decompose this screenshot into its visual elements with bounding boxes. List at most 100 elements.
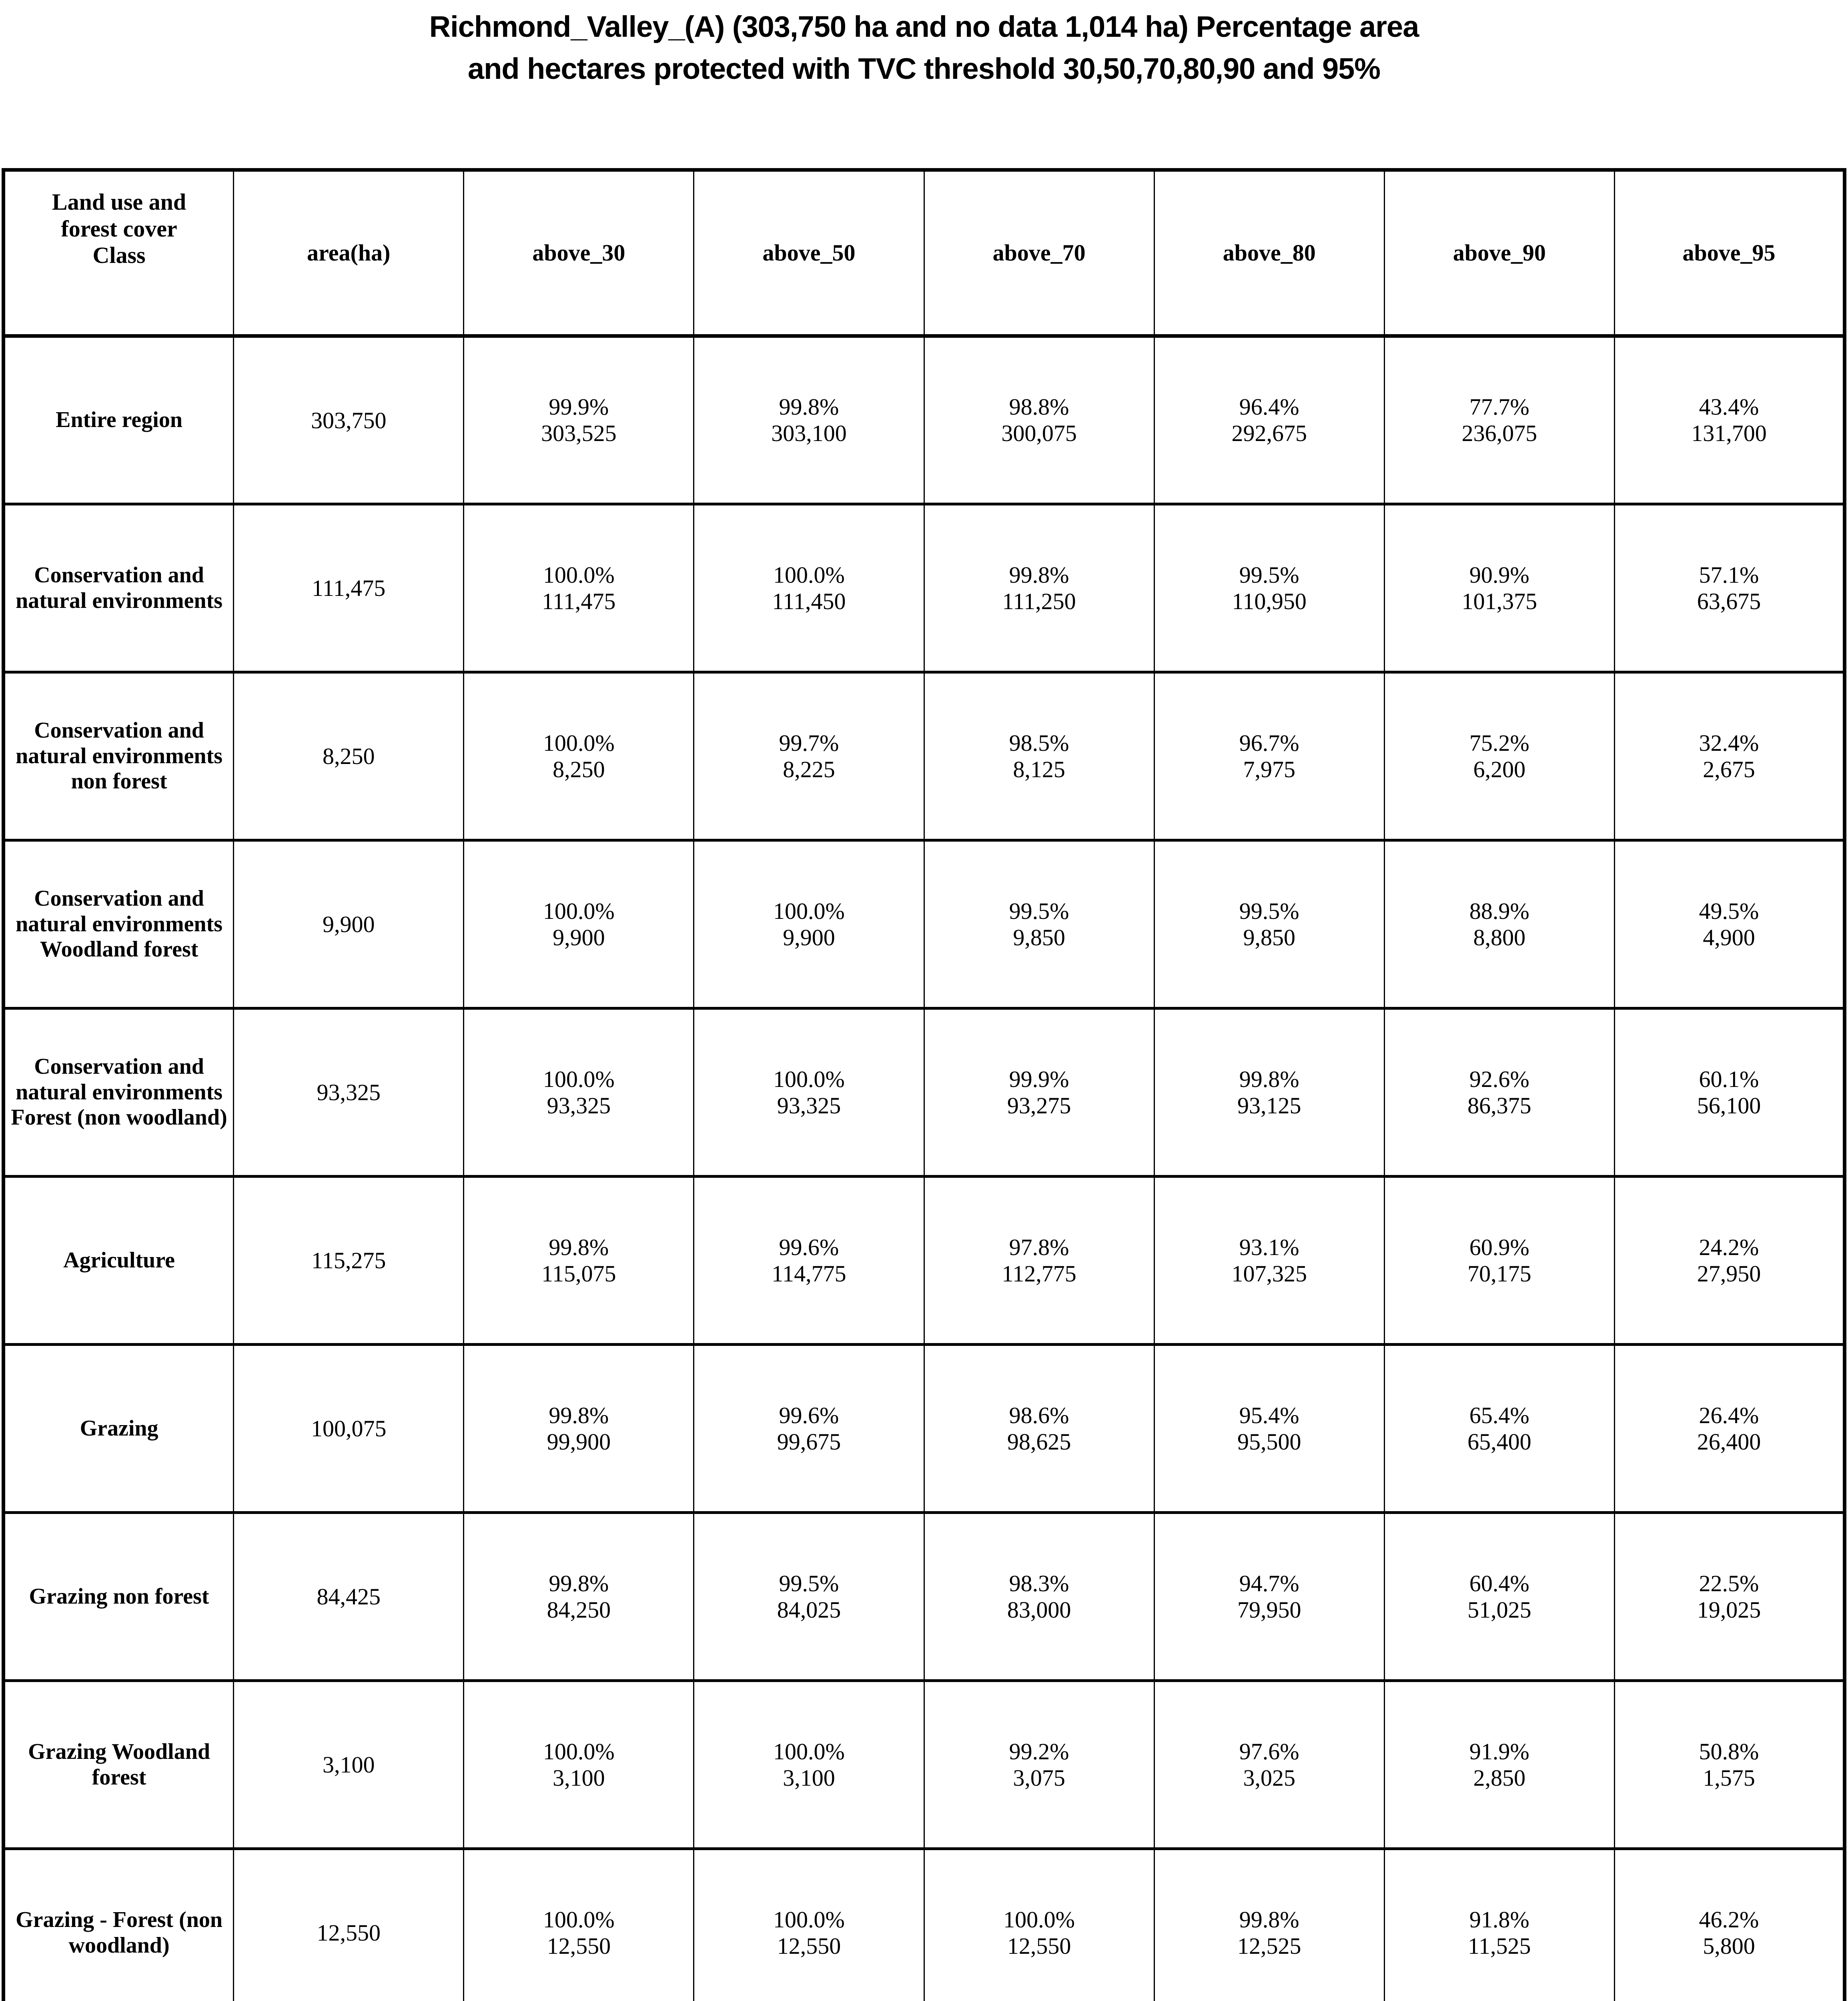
- hectares-value: 292,675: [1231, 420, 1307, 446]
- hectares-value: 2,675: [1703, 756, 1755, 782]
- percent-value: 99.8%: [1239, 1066, 1299, 1092]
- percent-value: 24.2%: [1699, 1234, 1759, 1260]
- cell-area-ha: 115,275: [233, 1175, 465, 1346]
- hectares-value: 93,325: [777, 1092, 841, 1119]
- cell-above-70: 99.5% 9,850: [923, 839, 1155, 1010]
- header-row: Land use and forest cover Class area(ha)…: [2, 168, 1846, 338]
- cell-above-90: 91.9% 2,850: [1383, 1679, 1615, 1850]
- percent-value: 100.0%: [543, 1066, 615, 1092]
- hectares-value: 70,175: [1467, 1260, 1531, 1287]
- cell-above-80: 95.4% 95,500: [1153, 1343, 1385, 1514]
- hectares-value: 236,075: [1461, 420, 1537, 446]
- header-above-95: above_95: [1613, 168, 1846, 338]
- percent-value: 100.0%: [773, 898, 845, 924]
- cell-above-95: 26.4% 26,400: [1613, 1343, 1846, 1514]
- percent-value: 100.0%: [773, 561, 845, 588]
- percent-value: 99.2%: [1009, 1738, 1069, 1764]
- percent-value: 100.0%: [773, 1066, 845, 1092]
- percent-value: 99.8%: [549, 1234, 609, 1260]
- cell-above-80: 97.6% 3,025: [1153, 1679, 1385, 1850]
- row-label: Conservation and natural environments Fo…: [2, 1007, 235, 1178]
- percent-value: 98.5%: [1009, 730, 1069, 756]
- percent-value: 99.7%: [779, 730, 839, 756]
- hectares-value: 99,675: [777, 1428, 841, 1455]
- hectares-value: 1,575: [1703, 1764, 1755, 1791]
- percent-value: 95.4%: [1239, 1402, 1299, 1428]
- cell-above-50: 99.5% 84,025: [693, 1511, 925, 1682]
- cell-above-80: 94.7% 79,950: [1153, 1511, 1385, 1682]
- hectares-value: 19,025: [1697, 1596, 1761, 1623]
- page-title: Richmond_Valley_(A) (303,750 ha and no d…: [0, 6, 1848, 90]
- hectares-value: 9,900: [783, 924, 835, 950]
- percent-value: 99.9%: [549, 394, 609, 420]
- hectares-value: 8,250: [553, 756, 605, 782]
- percent-value: 99.6%: [779, 1234, 839, 1260]
- percent-value: 100.0%: [543, 730, 615, 756]
- page-title-line1: Richmond_Valley_(A) (303,750 ha and no d…: [429, 10, 1419, 43]
- table-row: Grazing Woodland forest 3,100 100.0% 3,1…: [2, 1679, 1846, 1850]
- cell-above-95: 50.8% 1,575: [1613, 1679, 1846, 1850]
- hectares-value: 84,250: [547, 1596, 611, 1623]
- table-row: Conservation and natural environments 11…: [2, 503, 1846, 674]
- cell-above-70: 99.8% 111,250: [923, 503, 1155, 674]
- percent-value: 77.7%: [1469, 394, 1529, 420]
- cell-above-95: 24.2% 27,950: [1613, 1175, 1846, 1346]
- cell-above-80: 96.4% 292,675: [1153, 335, 1385, 505]
- cell-above-95: 43.4% 131,700: [1613, 335, 1846, 505]
- cell-above-90: 90.9% 101,375: [1383, 503, 1615, 674]
- cell-above-90: 88.9% 8,800: [1383, 839, 1615, 1010]
- hectares-value: 95,500: [1237, 1428, 1301, 1455]
- table-row: Conservation and natural environments no…: [2, 671, 1846, 842]
- header-above-80: above_80: [1153, 168, 1385, 338]
- percent-value: 91.9%: [1469, 1738, 1529, 1764]
- hectares-value: 111,450: [772, 588, 846, 614]
- cell-above-95: 22.5% 19,025: [1613, 1511, 1846, 1682]
- table-row: Conservation and natural environments Fo…: [2, 1007, 1846, 1178]
- header-above-50: above_50: [693, 168, 925, 338]
- percent-value: 60.1%: [1699, 1066, 1759, 1092]
- row-label: Conservation and natural environments: [2, 503, 235, 674]
- percent-value: 99.6%: [779, 1402, 839, 1428]
- cell-above-30: 99.9% 303,525: [463, 335, 695, 505]
- percent-value: 93.1%: [1239, 1234, 1299, 1260]
- cell-above-30: 99.8% 84,250: [463, 1511, 695, 1682]
- row-label: Agriculture: [2, 1175, 235, 1346]
- cell-above-50: 99.6% 99,675: [693, 1343, 925, 1514]
- percent-value: 100.0%: [543, 1738, 615, 1764]
- percent-value: 49.5%: [1699, 898, 1759, 924]
- hectares-value: 3,025: [1243, 1764, 1295, 1791]
- cell-above-90: 92.6% 86,375: [1383, 1007, 1615, 1178]
- table-body: Entire region 303,750 99.9% 303,525 99.8…: [2, 335, 1846, 2001]
- hectares-value: 114,775: [772, 1260, 846, 1287]
- hectares-value: 3,075: [1013, 1764, 1065, 1791]
- hectares-value: 3,100: [783, 1764, 835, 1791]
- percent-value: 100.0%: [773, 1906, 845, 1933]
- header-above-70: above_70: [923, 168, 1155, 338]
- hectares-value: 9,850: [1013, 924, 1065, 950]
- cell-area-ha: 111,475: [233, 503, 465, 674]
- cell-area-ha: 12,550: [233, 1847, 465, 2001]
- cell-above-90: 60.9% 70,175: [1383, 1175, 1615, 1346]
- percent-value: 94.7%: [1239, 1570, 1299, 1596]
- hectares-value: 303,100: [771, 420, 847, 446]
- percent-value: 96.4%: [1239, 394, 1299, 420]
- cell-above-80: 96.7% 7,975: [1153, 671, 1385, 842]
- hectares-value: 107,325: [1231, 1260, 1307, 1287]
- hectares-value: 111,475: [542, 588, 616, 614]
- percent-value: 98.8%: [1009, 394, 1069, 420]
- percent-value: 43.4%: [1699, 394, 1759, 420]
- percent-value: 97.6%: [1239, 1738, 1299, 1764]
- row-label: Grazing - Forest (non woodland): [2, 1847, 235, 2001]
- percent-value: 99.8%: [549, 1402, 609, 1428]
- hectares-value: 303,525: [541, 420, 617, 446]
- cell-above-80: 99.5% 110,950: [1153, 503, 1385, 674]
- hectares-value: 5,800: [1703, 1933, 1755, 1959]
- percent-value: 99.8%: [1009, 561, 1069, 588]
- hectares-value: 8,125: [1013, 756, 1065, 782]
- cell-above-80: 99.5% 9,850: [1153, 839, 1385, 1010]
- row-label: Grazing non forest: [2, 1511, 235, 1682]
- cell-above-30: 100.0% 9,900: [463, 839, 695, 1010]
- cell-area-ha: 100,075: [233, 1343, 465, 1514]
- hectares-value: 93,325: [547, 1092, 611, 1119]
